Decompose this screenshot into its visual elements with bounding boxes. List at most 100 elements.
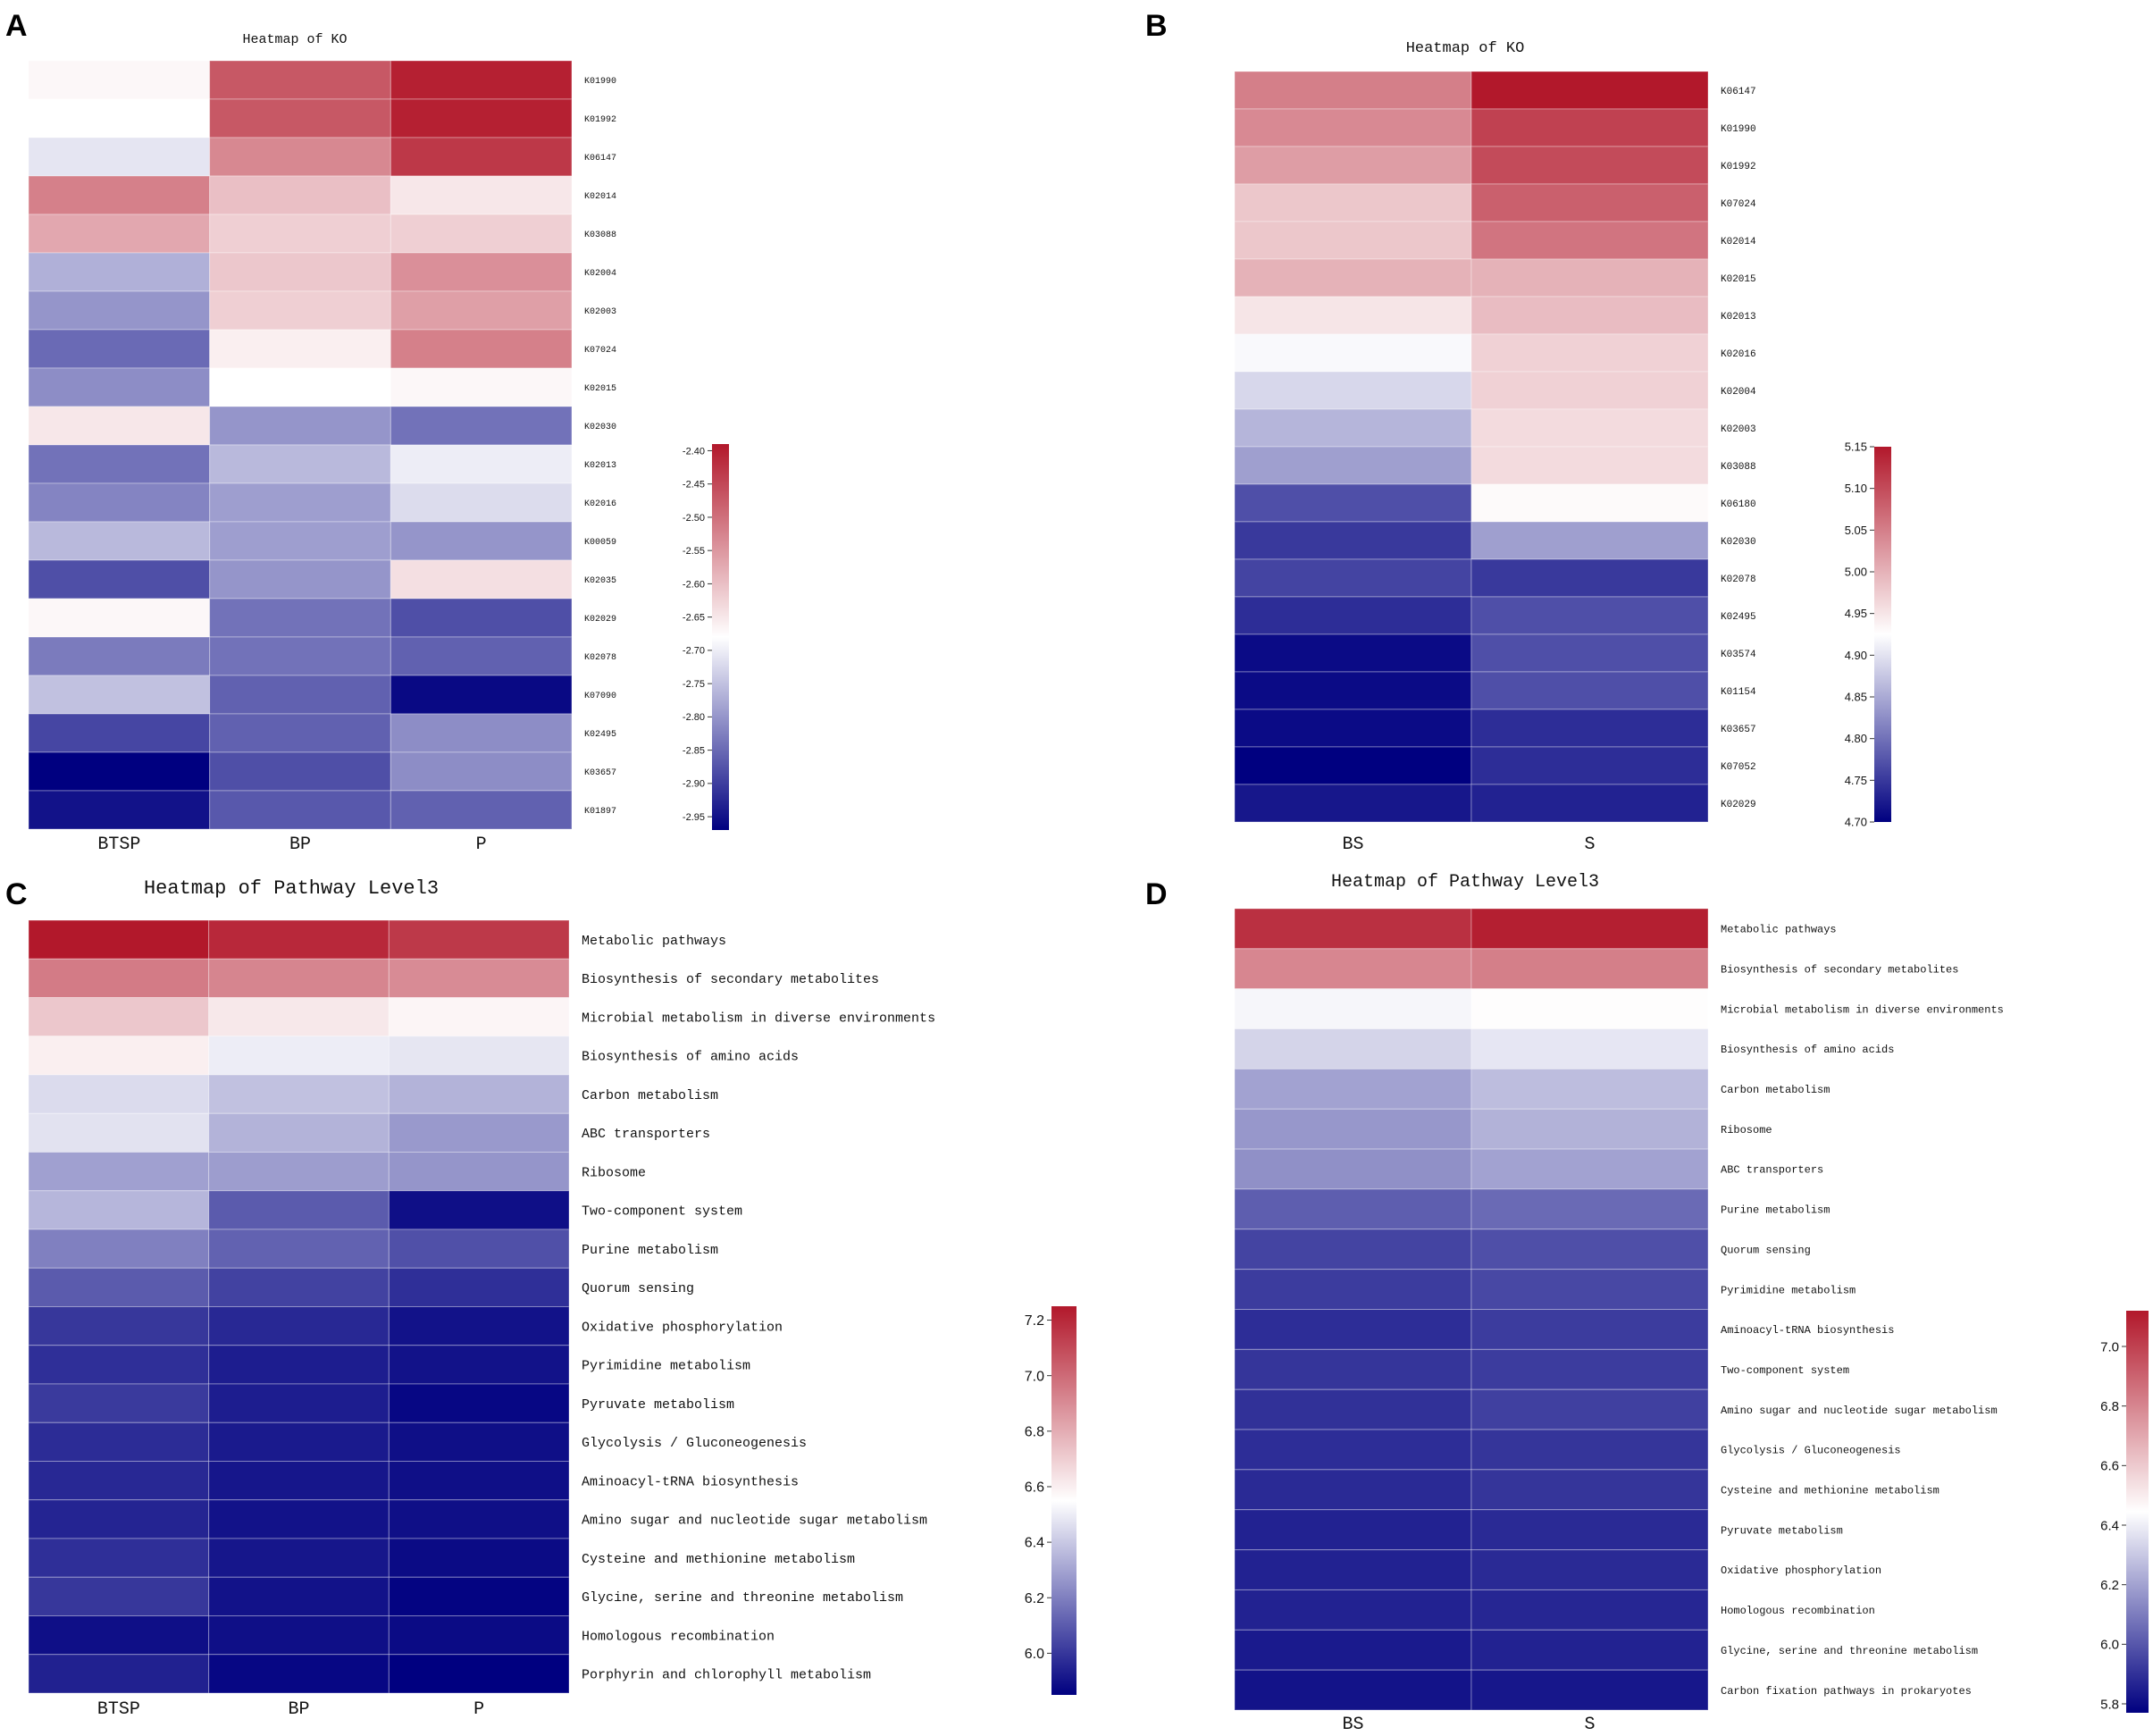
heatmap-cell xyxy=(1234,1108,1472,1150)
heatmap-cell xyxy=(388,1615,570,1656)
heatmap-cell xyxy=(390,482,573,523)
heatmap-cell xyxy=(388,919,570,960)
heatmap-cell xyxy=(1234,446,1472,485)
heatmap-cell xyxy=(28,1306,210,1346)
heatmap-cell xyxy=(388,1499,570,1539)
row-label: Pyruvate metabolism xyxy=(582,1397,734,1413)
row-label: Metabolic pathways xyxy=(1721,924,1837,936)
colorbar-tick-label: 5.8 xyxy=(2100,1697,2119,1712)
colorbar-tick-label: 6.8 xyxy=(1025,1424,1044,1439)
heatmap-cell xyxy=(1234,633,1472,673)
heatmap-cell xyxy=(1470,908,1709,950)
row-label: K02003 xyxy=(1721,424,1756,435)
heatmap-cell xyxy=(209,598,391,638)
heatmap-cell xyxy=(1470,1068,1709,1110)
colorbar-tick-label: -2.95 xyxy=(683,812,705,823)
heatmap-cell xyxy=(1470,1229,1709,1271)
row-label: ABC transporters xyxy=(1721,1164,1823,1177)
row-label: Biosynthesis of secondary metabolites xyxy=(1721,963,1958,976)
row-label: K02013 xyxy=(1721,312,1756,323)
heatmap-cell xyxy=(28,1576,210,1616)
heatmap-cell xyxy=(1470,558,1709,598)
heatmap-cell xyxy=(208,1190,390,1230)
heatmap-cell xyxy=(28,60,211,100)
colorbar-tick-label: 4.70 xyxy=(1845,816,1867,829)
column-label: BP xyxy=(289,834,311,855)
column-label: BS xyxy=(1342,1715,1363,1735)
row-label: Biosynthesis of amino acids xyxy=(1721,1044,1894,1056)
heatmap-cell xyxy=(28,175,211,215)
heatmap-cell xyxy=(1234,1068,1472,1110)
heatmap-cell xyxy=(209,751,391,792)
heatmap-cell xyxy=(1234,221,1472,260)
row-label: Two-component system xyxy=(582,1204,742,1220)
heatmap-cell xyxy=(390,675,573,715)
heatmap-cell xyxy=(390,751,573,792)
heatmap-cell xyxy=(1234,1549,1472,1590)
heatmap-cell xyxy=(28,713,211,753)
colorbar-tick-label: 4.85 xyxy=(1845,691,1867,704)
row-label: K02016 xyxy=(584,499,616,509)
colorbar-gradient xyxy=(1874,447,1891,822)
heatmap-cell xyxy=(388,1229,570,1269)
heatmap-cell xyxy=(28,1112,210,1153)
heatmap-cell xyxy=(28,290,211,331)
row-label: Pyrimidine metabolism xyxy=(582,1359,750,1374)
column-label: BS xyxy=(1342,834,1363,855)
colorbar-tick-label: 7.2 xyxy=(1025,1313,1044,1329)
colorbar-tick-label: 6.4 xyxy=(2100,1518,2119,1533)
heatmap-cell xyxy=(1234,1469,1472,1511)
heatmap-cell xyxy=(1470,1269,1709,1311)
heatmap-cell xyxy=(390,636,573,676)
heatmap-cell xyxy=(28,1654,210,1694)
row-label: Pyruvate metabolism xyxy=(1721,1524,1843,1537)
heatmap-cell xyxy=(28,521,211,561)
heatmap-cell xyxy=(209,675,391,715)
colorbar-tick-label: -2.75 xyxy=(683,679,705,690)
heatmap-cell xyxy=(390,521,573,561)
heatmap-cell xyxy=(1470,1148,1709,1190)
row-label: K07090 xyxy=(584,692,616,701)
colorbar-gradient xyxy=(1051,1306,1076,1695)
heatmap-cell xyxy=(209,214,391,254)
heatmap-cell xyxy=(1470,296,1709,335)
row-label: Purine metabolism xyxy=(582,1243,718,1258)
column-label: BTSP xyxy=(97,834,140,855)
heatmap-cell xyxy=(28,406,211,446)
row-label: K01990 xyxy=(584,77,616,87)
heatmap-cell xyxy=(28,98,211,138)
heatmap-cell xyxy=(28,559,211,600)
row-label: K00059 xyxy=(584,538,616,548)
heatmap-cell xyxy=(209,636,391,676)
colorbar-tick-label: -2.50 xyxy=(683,513,705,524)
colorbar-tick-label: 6.0 xyxy=(1025,1647,1044,1662)
heatmap-cell xyxy=(1470,1509,1709,1551)
heatmap-cell xyxy=(209,98,391,138)
row-label: K01990 xyxy=(1721,124,1756,135)
panel-a-heatmap: K01990 K01992 K06147 K02014 K03088 K02004 K020… xyxy=(28,60,616,855)
panel-b-title: Heatmap of KO xyxy=(1406,40,1525,57)
row-label: Quorum sensing xyxy=(1721,1244,1811,1256)
row-label: Oxidative phosphorylation xyxy=(1721,1564,1881,1577)
row-label: K02015 xyxy=(584,384,616,394)
heatmap-cell xyxy=(1234,408,1472,448)
row-label: Amino sugar and nucleotide sugar metabol… xyxy=(582,1514,927,1529)
heatmap-cell xyxy=(1470,1469,1709,1511)
heatmap-cell xyxy=(28,1499,210,1539)
row-label: Cysteine and methionine metabolism xyxy=(1721,1485,1939,1497)
heatmap-cell xyxy=(390,598,573,638)
heatmap-cell xyxy=(1470,333,1709,373)
row-label: K02078 xyxy=(584,653,616,663)
row-label: K03657 xyxy=(584,768,616,778)
heatmap-cell xyxy=(388,1112,570,1153)
heatmap-cell xyxy=(1234,596,1472,635)
heatmap-cell xyxy=(1234,1429,1472,1471)
row-label: K02014 xyxy=(584,192,616,202)
heatmap-cell xyxy=(1470,1388,1709,1430)
row-label: K01154 xyxy=(1721,687,1756,698)
colorbar-tick-label: 5.05 xyxy=(1845,524,1867,537)
row-label: K02030 xyxy=(584,423,616,432)
column-label: S xyxy=(1584,834,1595,855)
row-label: K02495 xyxy=(1721,612,1756,623)
